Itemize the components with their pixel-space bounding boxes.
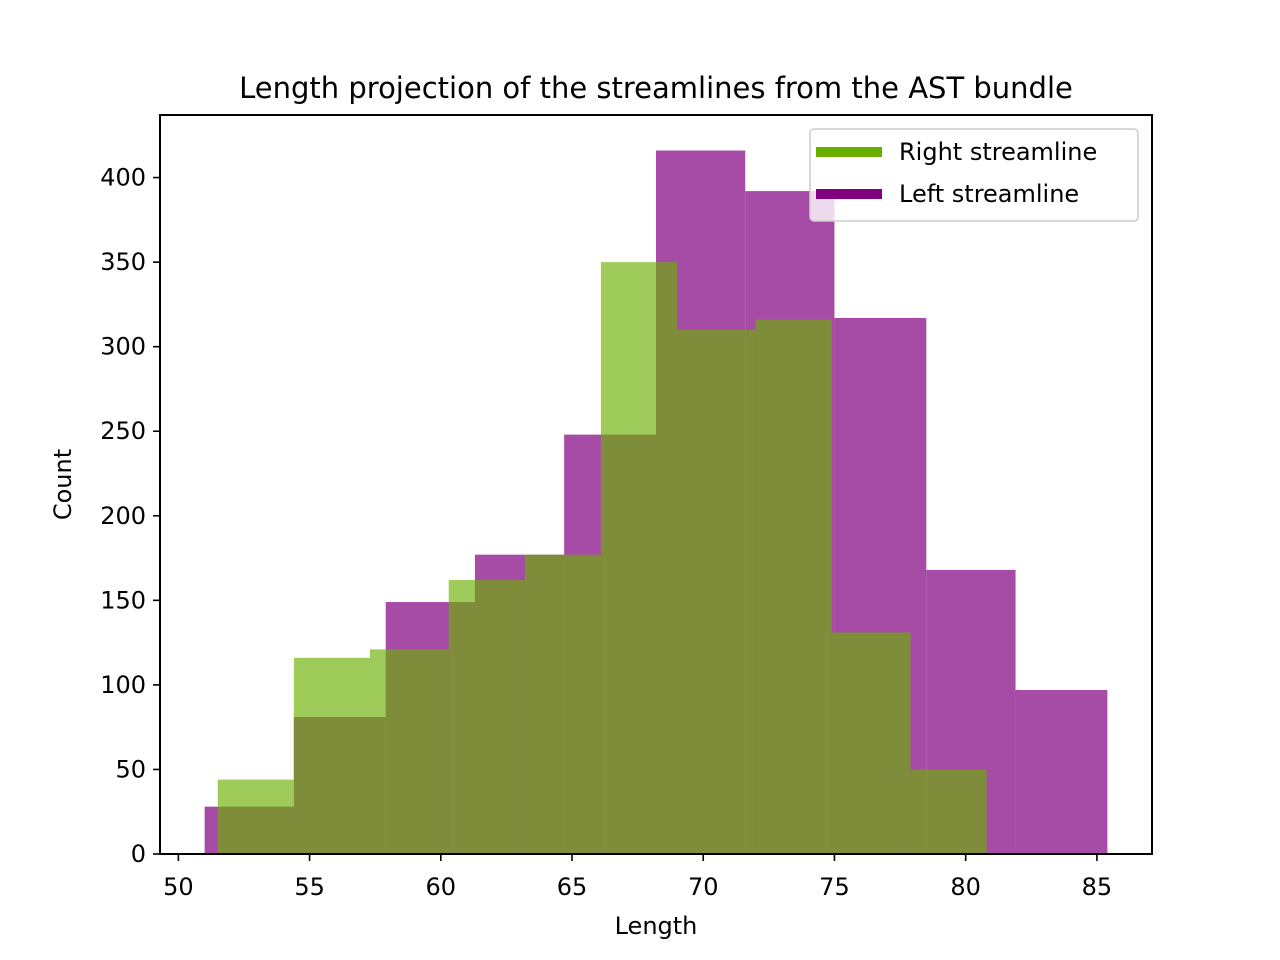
- right-streamline-bar-6: [676, 329, 756, 854]
- x-tick-label: 60: [426, 873, 457, 901]
- x-tick-label: 75: [819, 873, 850, 901]
- y-tick-label: 100: [100, 671, 146, 699]
- right-streamline-bar-1: [293, 657, 370, 854]
- right-streamline-bar-7: [755, 319, 832, 855]
- y-tick-label: 150: [100, 586, 146, 614]
- left-streamline-bar-9: [1015, 689, 1108, 854]
- y-tick-label: 0: [131, 840, 146, 868]
- right-streamline-bar-3: [448, 580, 525, 854]
- x-axis-title: Length: [615, 912, 698, 940]
- right-streamline-bar-5: [600, 262, 677, 855]
- x-tick-label: 70: [688, 873, 719, 901]
- y-tick-label: 50: [115, 755, 146, 783]
- x-tick-label: 80: [950, 873, 981, 901]
- x-tick-label: 55: [294, 873, 325, 901]
- y-tick-label: 400: [100, 164, 146, 192]
- right-streamline-bar-0: [217, 779, 294, 854]
- right-streamline-bar-2: [369, 649, 449, 854]
- x-axis: 50 55 60 65 70 75 80 85: [163, 854, 1112, 901]
- right-streamline-legend-label: Right streamline: [899, 138, 1097, 166]
- y-tick-label: 300: [100, 333, 146, 361]
- chart-title: Length projection of the streamlines fro…: [239, 71, 1073, 105]
- y-tick-label: 250: [100, 417, 146, 445]
- left-streamline-legend-label: Left streamline: [899, 180, 1079, 208]
- right-streamline-bar-9: [910, 769, 987, 854]
- y-axis: 0 50 100 150 200 250 300 350 400: [100, 164, 160, 868]
- y-axis-title: Count: [49, 449, 77, 520]
- x-tick-label: 65: [557, 873, 588, 901]
- bars-layer: [204, 150, 1108, 855]
- x-tick-label: 50: [163, 873, 194, 901]
- right-streamline-bar-8: [831, 632, 911, 854]
- right-streamline-bar-4: [524, 554, 601, 854]
- legend-box: [809, 128, 1139, 222]
- y-tick-label: 200: [100, 502, 146, 530]
- plot-area-frame: [159, 114, 1153, 855]
- y-tick-label: 350: [100, 248, 146, 276]
- right-streamline-series: [217, 262, 987, 855]
- x-tick-label: 85: [1082, 873, 1113, 901]
- legend: Right streamline Left streamline: [809, 128, 1139, 222]
